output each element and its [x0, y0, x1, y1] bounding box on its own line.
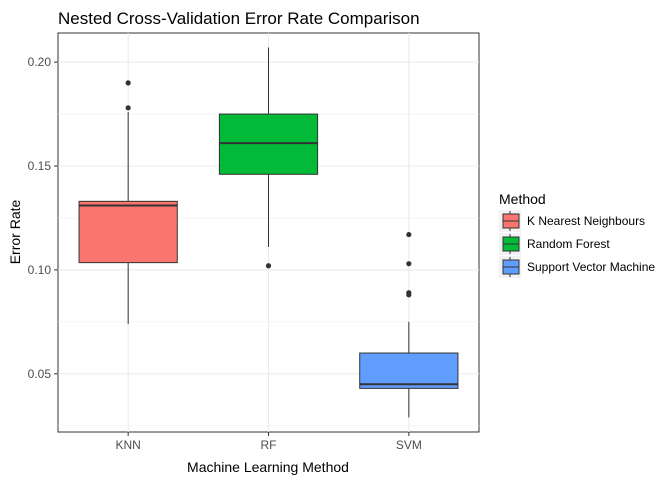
y-tick-label-1: 0.10 — [28, 263, 52, 277]
box-rf — [218, 113, 319, 175]
y-tick-label-3: 0.20 — [28, 55, 52, 69]
x-axis-title: Machine Learning Method — [187, 459, 349, 475]
y-axis-title: Error Rate — [7, 200, 23, 265]
outlier-knn-1 — [125, 80, 131, 86]
x-tick-label-knn: KNN — [115, 438, 140, 452]
legend: Method K Nearest Neighbours Random Forest… — [499, 191, 655, 278]
y-tick-label-2: 0.15 — [28, 159, 52, 173]
outlier-svm-2 — [406, 261, 412, 267]
x-tick-label-svm: SVM — [396, 438, 422, 452]
chart-title: Nested Cross-Validation Error Rate Compa… — [58, 9, 420, 28]
outlier-svm-1 — [406, 290, 412, 296]
box-knn — [78, 200, 178, 264]
legend-label-knn: K Nearest Neighbours — [527, 214, 645, 228]
outlier-rf-0 — [265, 263, 272, 269]
boxplots — [78, 47, 459, 418]
outlier-svm-3 — [406, 231, 412, 238]
x-tick-label-rf: RF — [261, 438, 277, 452]
legend-label-svm: Support Vector Machine — [527, 260, 655, 274]
legend-title: Method — [499, 191, 546, 207]
x-axis: KNN RF SVM — [115, 432, 422, 452]
box-svm — [359, 352, 459, 389]
outlier-knn-0 — [125, 105, 131, 111]
y-tick-label-0: 0.05 — [28, 367, 52, 381]
legend-label-rf: Random Forest — [527, 237, 610, 251]
y-axis: 0.05 0.10 0.15 0.20 — [28, 55, 58, 381]
